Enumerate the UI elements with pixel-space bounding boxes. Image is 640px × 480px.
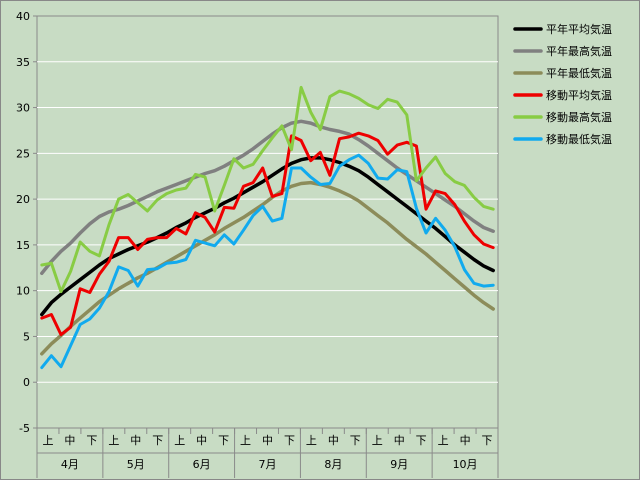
legend-label: 移動最高気温 [546, 110, 612, 124]
x-subcategory-label: 上 [174, 434, 185, 447]
series-line-2 [40, 180, 495, 356]
x-subcategory-label: 中 [328, 434, 339, 447]
legend-label: 平年最高気温 [546, 44, 612, 58]
x-subcategory-label: 下 [152, 434, 163, 447]
y-tick-label: 35 [16, 56, 30, 69]
x-subcategory-label: 下 [284, 434, 295, 447]
y-tick-label: 5 [23, 330, 30, 343]
x-subcategory-label: 下 [416, 434, 427, 447]
legend-label: 移動最低気温 [546, 132, 612, 146]
x-month-label: 5月 [127, 458, 145, 471]
x-subcategory-label: 中 [130, 434, 141, 447]
x-subcategory-label: 中 [460, 434, 471, 447]
x-subcategory-label: 下 [86, 434, 97, 447]
x-subcategory-label: 中 [196, 434, 207, 447]
legend-label: 平年平均気温 [546, 22, 612, 36]
series-line-4 [40, 85, 495, 294]
x-month-label: 4月 [61, 458, 79, 471]
legend-label: 移動平均気温 [546, 88, 612, 102]
x-axis-categories: 上中下上中下上中下上中下上中下上中下上中下4月 5月 6月 7月 8月 9月 10月 [36, 428, 499, 478]
x-month-label: 7月 [259, 458, 277, 471]
x-month-label: 10月 [453, 458, 478, 471]
x-month-label: 9月 [390, 458, 408, 471]
x-subcategory-label: 中 [64, 434, 75, 447]
series-line-3 [40, 131, 495, 337]
x-subcategory-label: 上 [372, 434, 383, 447]
x-subcategory-label: 上 [240, 434, 251, 447]
y-tick-label: 15 [16, 239, 30, 252]
x-subcategory-label: 上 [108, 434, 119, 447]
y-axis-ticks: -5 0 5 10 15 20 25 30 35 40 [16, 10, 37, 435]
y-tick-label: 10 [16, 285, 30, 298]
x-subcategory-label: 下 [218, 434, 229, 447]
y-tick-label: 40 [16, 10, 30, 23]
series-line-1 [40, 119, 495, 276]
x-subcategory-label: 上 [42, 434, 53, 447]
x-subcategory-label: 下 [482, 434, 493, 447]
x-month-label: 8月 [324, 458, 342, 471]
y-tick-label: 0 [23, 376, 30, 389]
x-subcategory-label: 中 [394, 434, 405, 447]
x-subcategory-label: 上 [438, 434, 449, 447]
legend-label: 平年最低気温 [546, 66, 612, 80]
y-tick-label: 30 [16, 102, 30, 115]
x-month-label: 6月 [193, 458, 211, 471]
y-tick-label: 20 [16, 193, 30, 206]
x-subcategory-label: 中 [262, 434, 273, 447]
x-subcategory-label: 下 [350, 434, 361, 447]
series-line-5 [40, 153, 495, 370]
y-tick-label: 25 [16, 147, 30, 160]
series-lines [40, 85, 495, 370]
y-tick-label: -5 [19, 422, 30, 435]
x-subcategory-label: 上 [306, 434, 317, 447]
